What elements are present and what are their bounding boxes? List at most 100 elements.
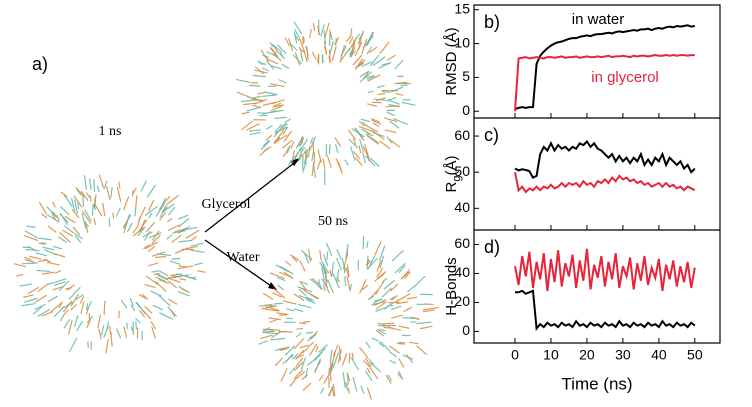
molecule-strand — [281, 63, 290, 70]
molecule-strand — [323, 254, 329, 267]
molecule-strand — [389, 295, 398, 301]
molecule-strand — [116, 186, 122, 202]
molecule-strand — [54, 278, 67, 284]
x-tick-label: 10 — [543, 347, 559, 363]
molecule-strand — [93, 179, 96, 193]
molecule-strand — [278, 79, 287, 84]
panel-label: d) — [484, 237, 500, 257]
molecule-strand — [306, 299, 316, 304]
molecule-strand — [269, 47, 279, 57]
molecule-strand — [309, 137, 314, 144]
molecule-strand — [315, 345, 319, 352]
molecule-strand — [294, 308, 304, 313]
molecule-strand — [397, 342, 405, 345]
molecule-strand — [339, 51, 348, 63]
molecule-strand — [369, 362, 382, 373]
molecule-strand — [294, 361, 304, 371]
y-tick-label: 60 — [454, 235, 470, 251]
molecule-strand — [375, 281, 385, 295]
molecule-strand — [105, 338, 109, 354]
molecule-strand — [298, 295, 312, 301]
molecule-strand — [138, 206, 146, 221]
molecule-strand — [351, 128, 365, 138]
molecule-strand — [155, 273, 169, 280]
molecule-strand — [98, 174, 105, 189]
molecule-strand — [130, 326, 135, 335]
molecule-strand — [293, 31, 298, 44]
molecule-strand — [197, 270, 206, 273]
y-tick-label: 40 — [454, 264, 470, 280]
molecule-strand — [360, 118, 371, 123]
molecule-strand — [86, 320, 91, 329]
molecule-strand — [320, 260, 330, 274]
molecule-strand — [400, 84, 408, 87]
molecule-strand — [318, 344, 328, 353]
molecule-strand — [270, 331, 281, 339]
molecule-strand — [369, 54, 380, 67]
molecule-strand — [108, 217, 111, 227]
molecule-strand — [254, 66, 265, 75]
molecule-strand — [390, 283, 399, 292]
molecule-strand — [301, 149, 308, 158]
series-line — [514, 248, 696, 291]
molecule-strand — [305, 296, 315, 302]
molecule-strand — [93, 203, 103, 217]
molecule-strand — [277, 44, 287, 54]
molecule-strand — [358, 33, 364, 40]
molecule-strand — [91, 203, 94, 216]
molecule-strand — [168, 277, 181, 283]
molecule-strand — [295, 332, 302, 338]
molecule-strand — [381, 62, 389, 66]
molecule-strand — [178, 239, 193, 243]
molecule-strand — [329, 269, 332, 277]
molecule-strand — [367, 74, 381, 82]
molecule-strand — [40, 213, 48, 219]
molecule-strand — [112, 212, 115, 219]
molecule-strand — [308, 248, 312, 262]
molecule-strand — [241, 99, 257, 103]
molecule-strand — [46, 261, 60, 266]
molecule-strand — [294, 34, 300, 42]
molecule-strand — [379, 255, 385, 269]
molecule-strand — [145, 221, 156, 233]
molecule-strand — [147, 245, 156, 252]
molecule-strand — [83, 175, 87, 190]
molecule-strand — [151, 234, 161, 245]
molecule-strand — [262, 292, 274, 301]
y-axis-title-text: RMSD (Å) — [443, 27, 460, 95]
molecule-strand — [386, 54, 397, 61]
molecule-strand — [280, 266, 294, 275]
molecule-strand — [314, 360, 322, 371]
molecule-strand — [53, 252, 66, 258]
molecule-strand — [351, 352, 354, 360]
molecule-strand — [266, 58, 279, 65]
molecule-strand — [291, 353, 299, 360]
molecule-strand — [284, 260, 292, 267]
molecules — [13, 19, 439, 400]
molecule-strand — [68, 337, 78, 353]
molecule-strand — [52, 286, 63, 291]
molecule-strand — [168, 280, 178, 289]
molecule-strand — [34, 303, 47, 311]
molecule-strand — [266, 50, 279, 58]
molecule-strand — [115, 207, 121, 218]
panel-label: b) — [484, 12, 500, 32]
molecule-strand — [361, 38, 368, 55]
x-tick-label: 50 — [687, 347, 703, 363]
molecule-strand — [377, 322, 390, 328]
molecule-strand — [409, 341, 419, 345]
molecule-strand — [259, 147, 269, 156]
molecule-strand — [323, 30, 327, 44]
molecule-strand — [262, 328, 273, 331]
molecule-strand — [157, 274, 169, 281]
molecule-strand — [268, 317, 282, 321]
molecule-strand — [245, 123, 260, 131]
molecule-strand — [376, 85, 385, 89]
molecule-strand — [59, 213, 69, 223]
molecule-strand — [166, 194, 180, 206]
molecule-strand — [269, 318, 278, 323]
molecule-strand — [321, 267, 326, 281]
molecule-strand — [38, 237, 52, 241]
molecule-strand — [331, 261, 335, 277]
